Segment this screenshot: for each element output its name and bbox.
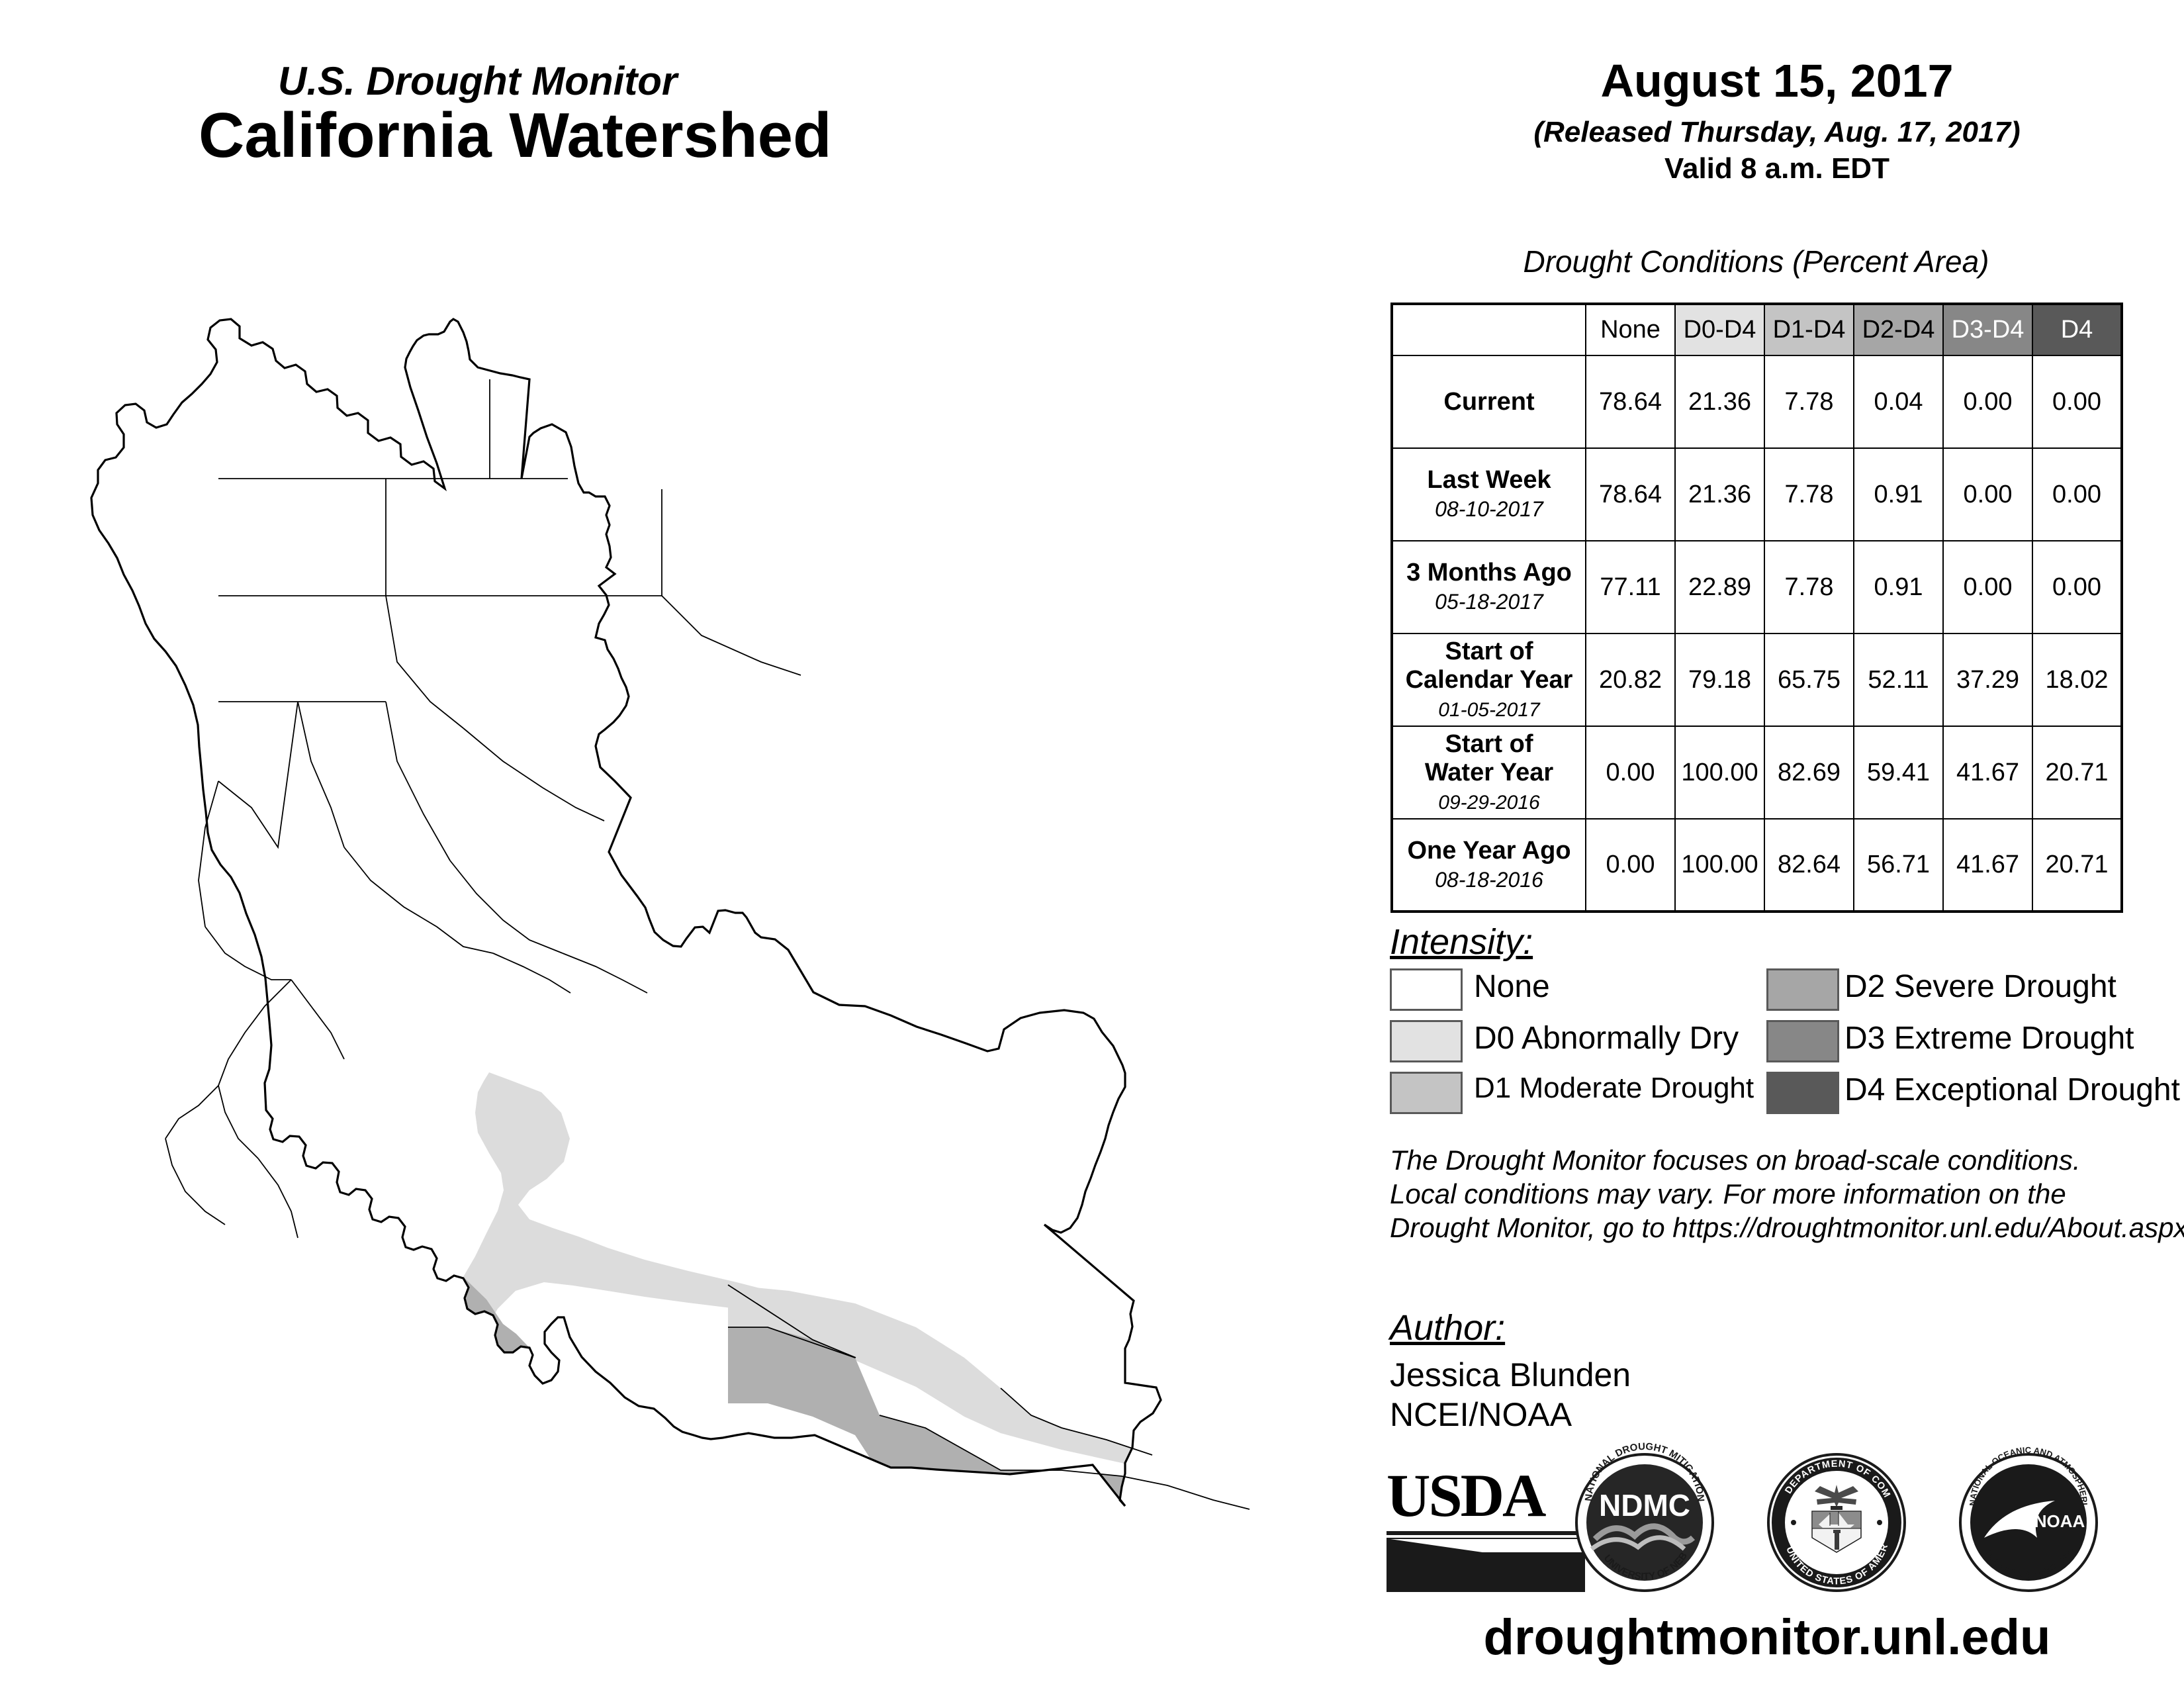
svg-text:NDMC: NDMC [1599, 1488, 1690, 1523]
svg-text:NOAA: NOAA [2034, 1511, 2085, 1531]
svg-text:USDA: USDA [1387, 1462, 1546, 1529]
